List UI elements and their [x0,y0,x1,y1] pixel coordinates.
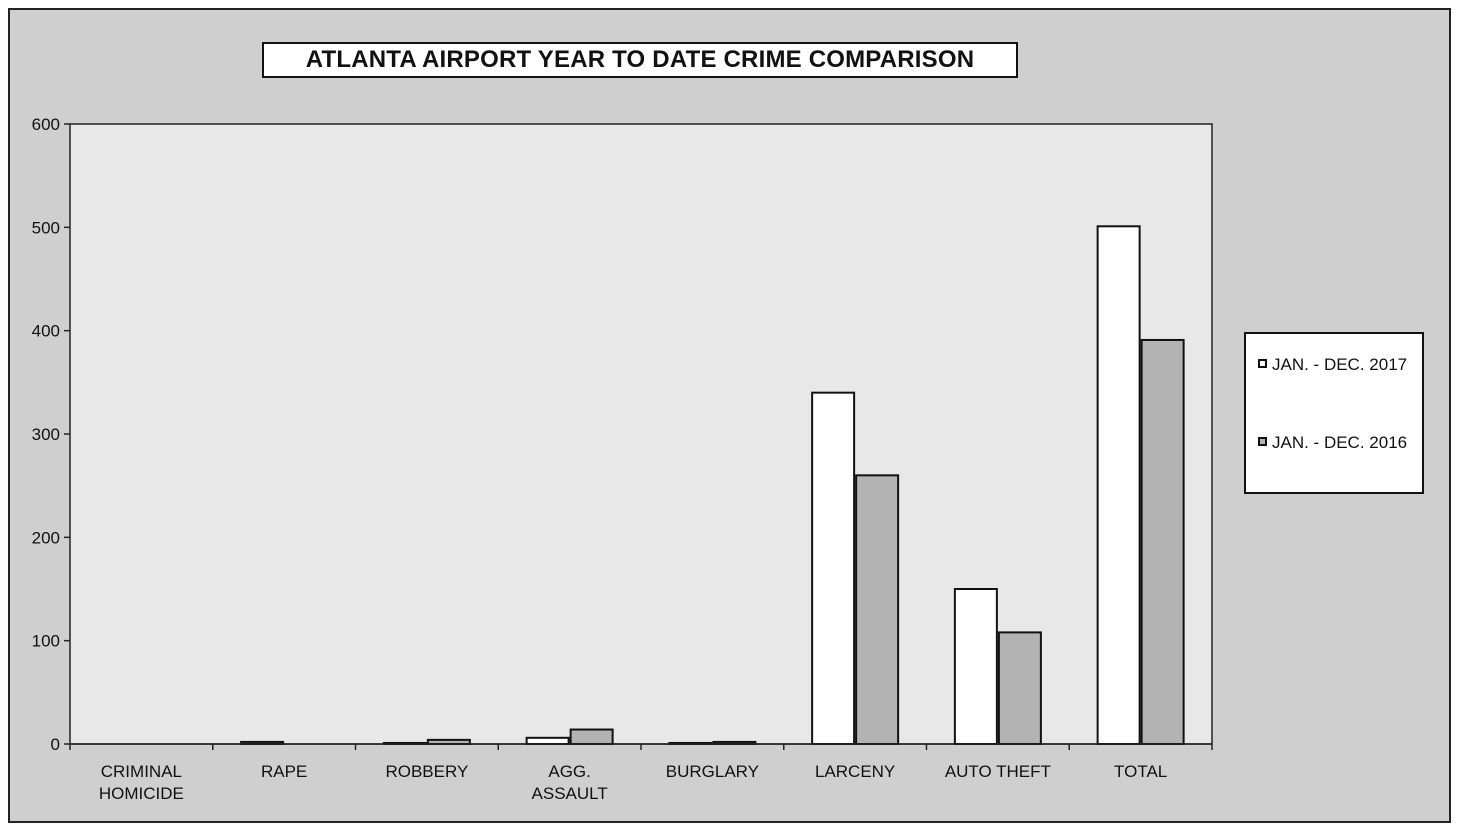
x-tick-label: LARCENY [815,762,895,781]
x-tick-label: RAPE [261,762,307,781]
bar-2016 [1140,338,1185,745]
bar-2016 [855,474,900,745]
y-tick-label: 600 [32,115,60,134]
bar-2016 [569,728,614,745]
y-tick-label: 0 [51,735,60,754]
x-tick-label: BURGLARY [666,762,759,781]
x-tick-label: ROBBERY [385,762,468,781]
legend-swatch-2016 [1258,437,1267,446]
bar-2017 [953,588,998,745]
legend-swatch-2017 [1258,359,1267,368]
legend-label-2016: JAN. - DEC. 2016 [1272,433,1408,452]
x-tick-label: ASSAULT [532,784,608,803]
legend-item-2016: JAN. - DEC. 2016 [1258,432,1412,454]
y-tick-label: 100 [32,632,60,651]
x-tick-label: AUTO THEFT [945,762,1051,781]
x-tick-label: TOTAL [1114,762,1167,781]
y-tick-label: 200 [32,528,60,547]
bar-2017 [811,391,856,745]
legend-item-2017: JAN. - DEC. 2017 [1258,354,1412,376]
x-tick-label: AGG. [548,762,591,781]
legend: JAN. - DEC. 2017 JAN. - DEC. 2016 [1244,332,1424,494]
x-tick-label: HOMICIDE [99,784,184,803]
y-tick-label: 300 [32,425,60,444]
chart-title: ATLANTA AIRPORT YEAR TO DATE CRIME COMPA… [262,42,1018,78]
bar-2016 [997,631,1042,746]
x-tick-label: CRIMINAL [101,762,182,781]
legend-label-2017: JAN. - DEC. 2017 [1272,355,1408,374]
bar-2017 [1096,225,1141,746]
y-tick-label: 400 [32,322,60,341]
y-tick-label: 500 [32,218,60,237]
bar-2017 [525,736,570,745]
